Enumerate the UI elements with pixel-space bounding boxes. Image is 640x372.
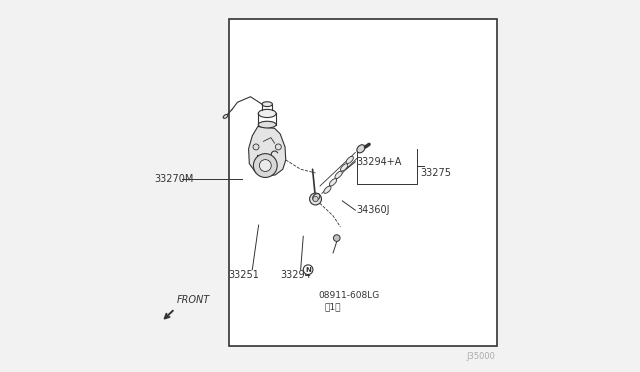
Ellipse shape (259, 121, 276, 128)
Text: 33251: 33251 (228, 270, 259, 280)
Text: 33294: 33294 (280, 270, 311, 280)
Ellipse shape (357, 145, 365, 153)
Text: N: N (305, 267, 311, 273)
Ellipse shape (313, 193, 320, 201)
Circle shape (303, 265, 313, 275)
Polygon shape (248, 126, 286, 177)
Circle shape (259, 160, 271, 171)
Circle shape (333, 235, 340, 241)
Ellipse shape (259, 109, 276, 118)
Text: （1）: （1） (325, 302, 341, 311)
Ellipse shape (330, 179, 337, 186)
Text: FRONT: FRONT (177, 295, 210, 305)
FancyBboxPatch shape (229, 19, 497, 346)
Circle shape (275, 144, 282, 150)
Ellipse shape (262, 102, 273, 106)
Text: 33270M: 33270M (154, 174, 194, 183)
Text: 08911-608LG: 08911-608LG (318, 291, 380, 300)
Text: 33294+A: 33294+A (356, 157, 402, 167)
Text: J35000: J35000 (466, 352, 495, 361)
Circle shape (310, 193, 321, 205)
Text: 34360J: 34360J (356, 205, 390, 215)
Ellipse shape (340, 164, 348, 171)
Ellipse shape (324, 186, 331, 193)
Text: 33275: 33275 (420, 168, 451, 178)
Ellipse shape (335, 171, 342, 179)
Ellipse shape (223, 115, 228, 118)
Ellipse shape (346, 156, 353, 164)
Circle shape (313, 196, 318, 202)
Circle shape (253, 154, 277, 177)
Circle shape (253, 144, 259, 150)
